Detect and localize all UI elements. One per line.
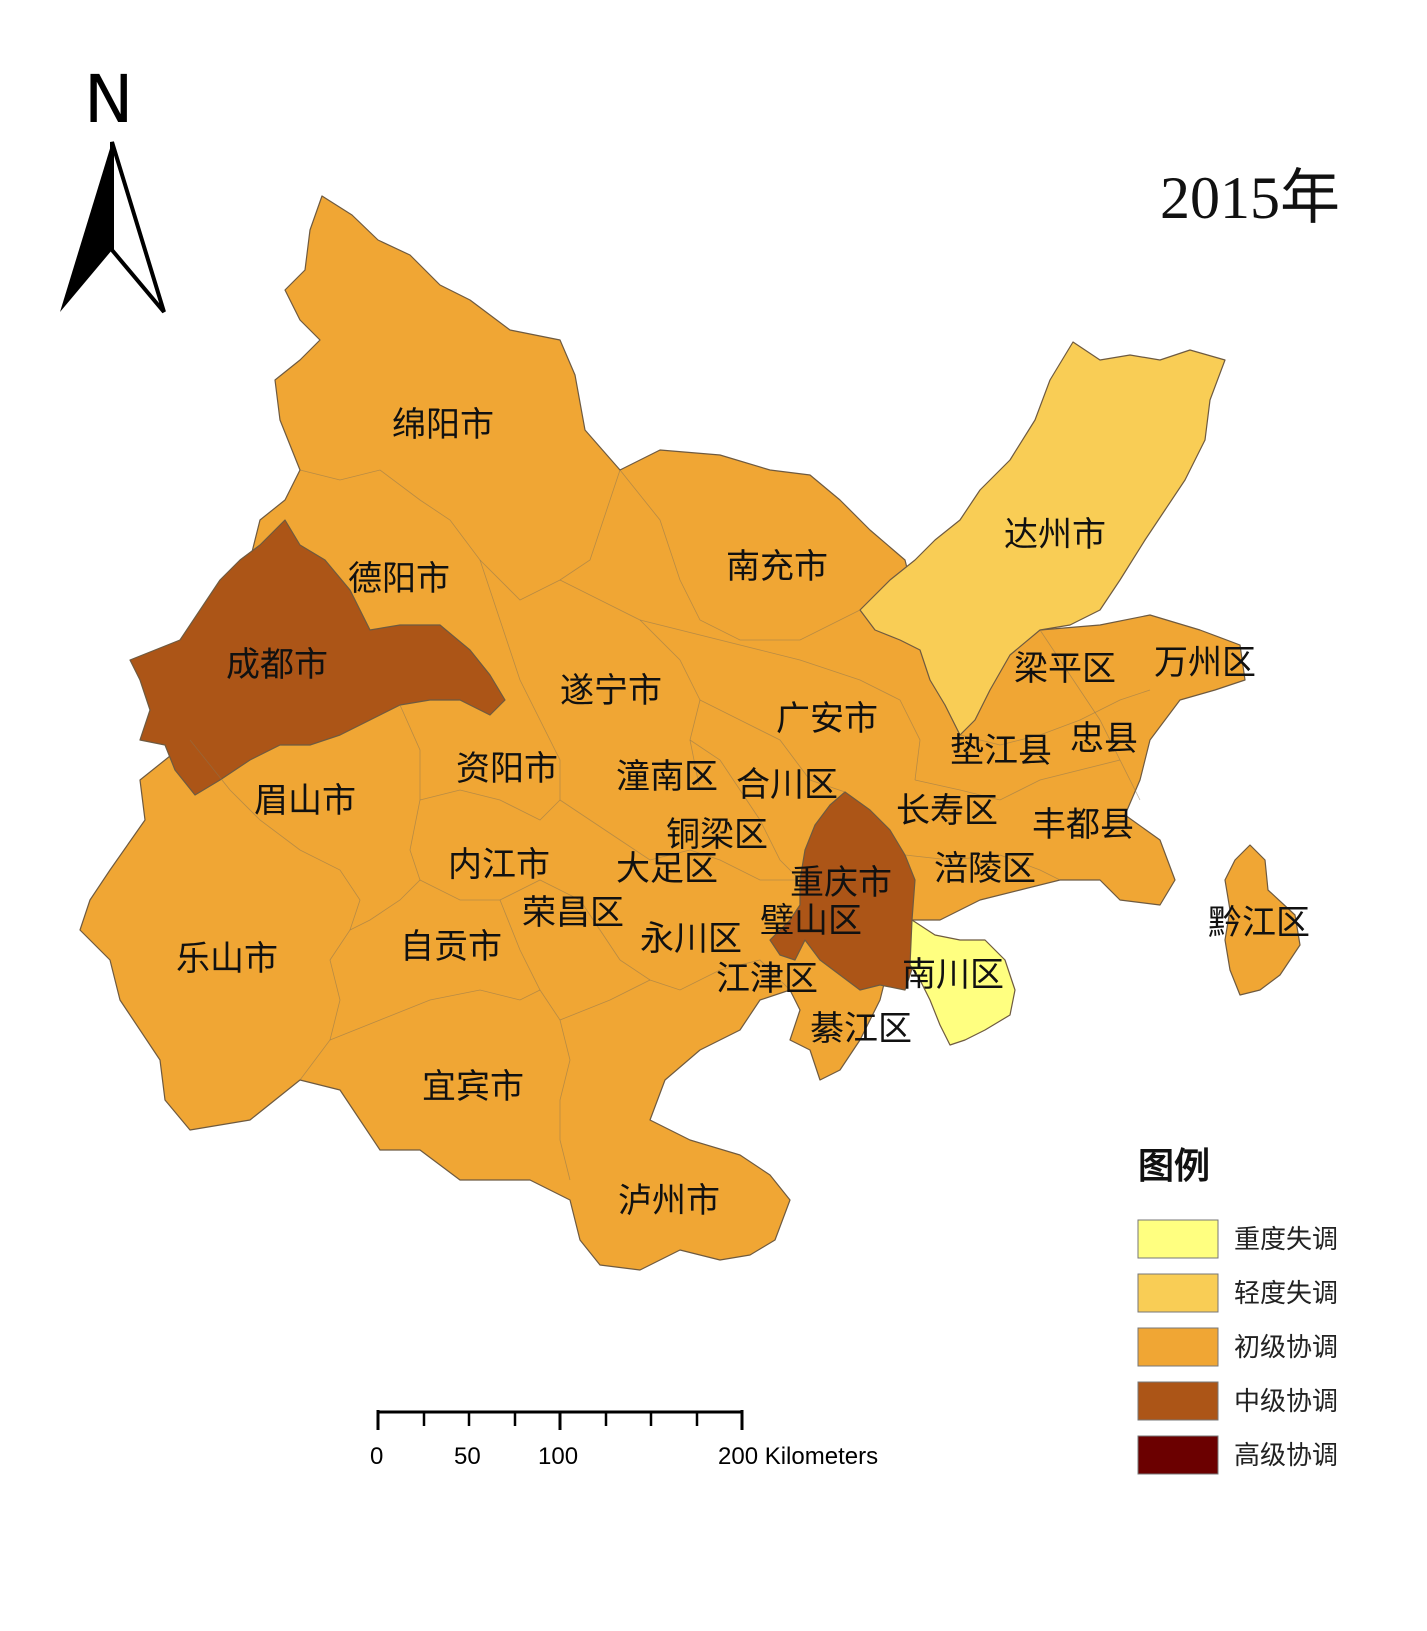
place-label: 宜宾市 [422, 1067, 524, 1107]
place-label: 德阳市 [348, 559, 450, 599]
place-label: 乐山市 [176, 939, 278, 979]
scale-label: 50 [454, 1443, 481, 1470]
place-label: 达州市 [1004, 515, 1106, 555]
region-chongqing[interactable] [769, 791, 916, 991]
place-label: 合川区 [736, 765, 838, 805]
place-label: 遂宁市 [560, 671, 662, 711]
legend-label: 高级协调 [1234, 1441, 1338, 1471]
place-label: 潼南区 [616, 757, 718, 797]
place-label: 资阳市 [456, 749, 558, 789]
place-label: 璧山区 [760, 901, 862, 941]
place-label: 自贡市 [400, 927, 502, 967]
place-label: 忠县 [1070, 719, 1138, 759]
legend-title: 图例 [1138, 1146, 1210, 1187]
place-label: 绵阳市 [392, 405, 494, 445]
scale-label: 0 [370, 1443, 383, 1470]
legend: 图例 重度失调 轻度失调 初级协调 中级协调 高级协调 [1137, 1146, 1338, 1475]
place-labels: 绵阳市 德阳市 成都市 南充市 达州市 遂宁市 广安市 梁平区 万州区 资阳市 … [176, 405, 1310, 1221]
place-label: 垫江县 [950, 731, 1052, 771]
place-label: 荣昌区 [522, 893, 624, 933]
north-arrow-label: N [84, 61, 133, 138]
place-label: 铜梁区 [666, 815, 768, 855]
place-label: 重庆市 [790, 863, 892, 903]
legend-swatch [1137, 1381, 1219, 1421]
place-label: 丰都县 [1032, 805, 1134, 845]
place-label: 江津区 [716, 959, 818, 999]
legend-label: 初级协调 [1234, 1333, 1338, 1363]
legend-swatch [1137, 1435, 1219, 1475]
scale-label: 100 [538, 1443, 578, 1470]
legend-swatch [1137, 1219, 1219, 1259]
legend-swatch [1137, 1273, 1219, 1313]
place-label: 永川区 [640, 919, 742, 959]
place-label: 万州区 [1154, 643, 1256, 683]
scale-label: 200 Kilometers [718, 1443, 878, 1470]
scale-bar: 0 50 100 200 Kilometers [370, 1410, 878, 1470]
legend-swatch [1137, 1327, 1219, 1367]
place-label: 广安市 [776, 699, 878, 739]
place-label: 眉山市 [254, 781, 356, 821]
place-label: 南充市 [726, 547, 828, 587]
place-label: 黔江区 [1208, 903, 1310, 943]
region-chengdu[interactable] [129, 519, 506, 796]
place-label: 泸州市 [618, 1181, 720, 1221]
place-label: 綦江区 [810, 1009, 912, 1049]
place-label: 梁平区 [1014, 649, 1116, 689]
place-label: 涪陵区 [934, 849, 1036, 889]
region-qianjiang[interactable] [1224, 844, 1301, 996]
map-title: 2015年 [1160, 165, 1340, 231]
region-nanchuan[interactable] [909, 919, 1016, 1046]
legend-label: 重度失调 [1234, 1225, 1338, 1255]
region-boundaries [189, 469, 1151, 1181]
place-label: 内江市 [448, 845, 550, 885]
north-arrow-right-half [110, 141, 166, 314]
legend-label: 中级协调 [1234, 1387, 1338, 1417]
place-label: 成都市 [226, 645, 328, 685]
region-dazhou[interactable] [859, 341, 1226, 736]
place-label: 大足区 [616, 849, 718, 889]
place-label: 长寿区 [896, 791, 998, 831]
place-label: 南川区 [902, 955, 1004, 995]
north-arrow-left-half [60, 142, 112, 312]
region-main-orange[interactable] [79, 195, 1246, 1271]
north-arrow: N [60, 61, 166, 314]
legend-label: 轻度失调 [1234, 1279, 1338, 1309]
